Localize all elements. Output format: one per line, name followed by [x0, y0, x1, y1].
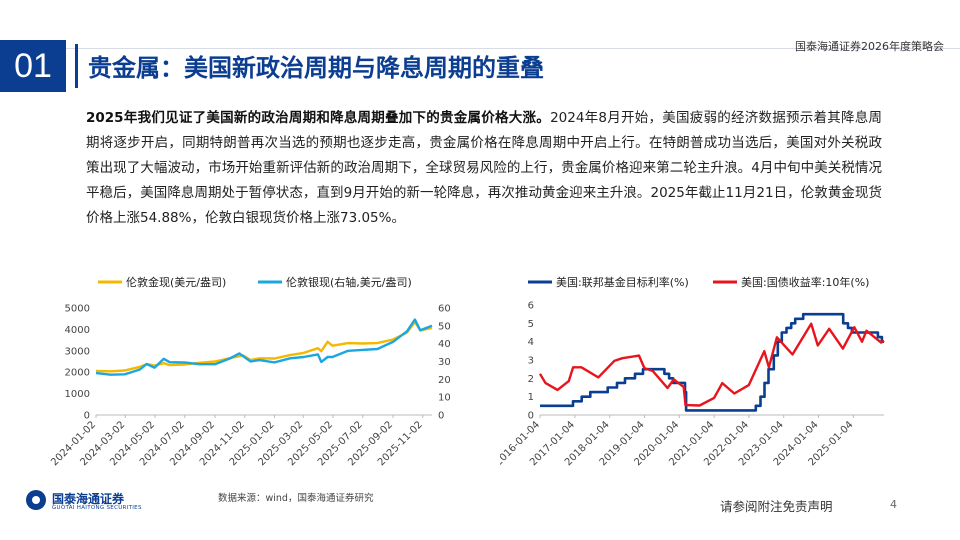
y-tick-label-left: 2 [528, 374, 534, 385]
y-tick-label-left: 4000 [65, 325, 90, 336]
chart-svg: 01000200030004000500001020304050602024-0… [50, 275, 451, 468]
legend-label: 伦敦银现(右轴,美元/盎司) [286, 275, 412, 289]
slide-title: 贵金属：美国新政治周期与降息周期的重叠 [88, 54, 544, 82]
series-line [95, 318, 433, 376]
y-tick-label-left: 4 [528, 337, 534, 348]
y-tick-label-left: 5000 [65, 304, 90, 315]
y-tick-label-left: 1 [528, 392, 534, 403]
logo-english-text: GUOTAI HAITONG SECURITIES [52, 505, 142, 511]
logo-mark-icon [26, 490, 46, 510]
legend-label: 美国:联邦基金目标利率(%) [556, 275, 689, 289]
y-tick-label-left: 3000 [65, 346, 90, 357]
y-tick-label-right: 10 [438, 393, 451, 404]
legend-label: 伦敦金现(美元/盎司) [126, 275, 226, 289]
y-tick-label-left: 5 [528, 319, 534, 330]
data-source: 数据来源：wind，国泰海通证券研究 [218, 493, 374, 504]
legend-label: 美国:国债收益率:10年(%) [741, 275, 869, 289]
series-line [538, 322, 885, 407]
y-tick-label-left: 3 [528, 356, 534, 367]
y-tick-label-left: 2000 [65, 368, 90, 379]
body-paragraph: 2025年我们见证了美国新的政治周期和降息周期叠加下的贵金属价格大涨。2024年… [86, 106, 882, 231]
y-tick-label-left: 1000 [65, 389, 90, 400]
chart-svg: 01234562016-01-042017-01-042018-01-04201… [500, 275, 885, 468]
body-lead: 2025年我们见证了美国新的政治周期和降息周期叠加下的贵金属价格大涨。 [86, 110, 551, 126]
y-tick-label-right: 0 [438, 411, 444, 422]
gold-silver-chart: 0 1000 2000 3000 4000 5000 0 10 20 30 40 50 60 2024-0… [50, 268, 470, 483]
y-tick-label-right: 60 [438, 304, 451, 315]
y-tick-label-right: 30 [438, 357, 451, 368]
page-number: 4 [890, 498, 897, 511]
title-divider [75, 44, 78, 88]
report-name: 国泰海通证券2026年度策略会 [795, 40, 944, 53]
disclaimer-link[interactable]: 请参阅附注免责声明 [720, 499, 833, 514]
section-number: 01 [0, 40, 66, 92]
header-rule [0, 48, 960, 49]
y-tick-label-right: 40 [438, 339, 451, 350]
y-tick-label-right: 50 [438, 321, 451, 332]
series-line [95, 320, 433, 373]
y-tick-label-left: 6 [528, 301, 534, 312]
y-tick-label-right: 20 [438, 375, 451, 386]
rate-yield-chart: 0 1 2 3 4 5 6 2016-01-04 2017-01-04 2018-01-04 201… [500, 268, 900, 483]
body-rest: 2024年8月开始，美国疲弱的经济数据预示着其降息周期将逐步开启，同期特朗普再次… [86, 110, 882, 226]
series-line [540, 312, 884, 412]
y-tick-label-left: 0 [84, 411, 90, 422]
y-tick-label-left: 0 [528, 411, 534, 422]
logo-chinese-text: 国泰海通证券 [52, 492, 125, 506]
